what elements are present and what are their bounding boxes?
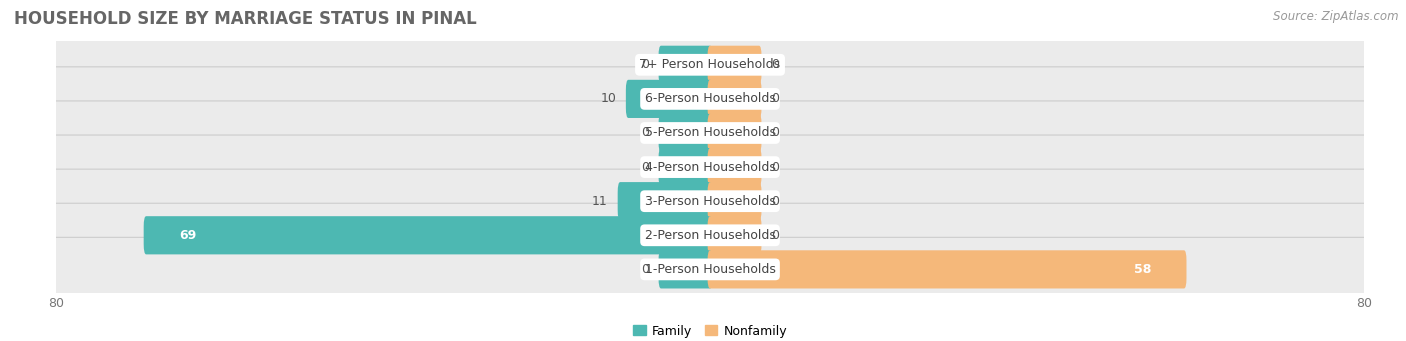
Text: 11: 11 xyxy=(592,195,607,208)
Text: 10: 10 xyxy=(600,92,616,105)
Text: 3-Person Households: 3-Person Households xyxy=(644,195,776,208)
Text: 0: 0 xyxy=(772,127,779,139)
FancyBboxPatch shape xyxy=(707,250,1187,288)
Text: 0: 0 xyxy=(641,161,648,174)
FancyBboxPatch shape xyxy=(707,114,762,152)
Text: Source: ZipAtlas.com: Source: ZipAtlas.com xyxy=(1274,10,1399,23)
Text: 0: 0 xyxy=(641,127,648,139)
Text: 0: 0 xyxy=(641,58,648,71)
FancyBboxPatch shape xyxy=(52,101,1368,165)
Text: 0: 0 xyxy=(772,195,779,208)
FancyBboxPatch shape xyxy=(52,135,1368,199)
FancyBboxPatch shape xyxy=(658,148,713,186)
Text: 4-Person Households: 4-Person Households xyxy=(644,161,776,174)
Text: 0: 0 xyxy=(641,263,648,276)
Text: 0: 0 xyxy=(772,161,779,174)
FancyBboxPatch shape xyxy=(626,80,713,118)
Text: 1-Person Households: 1-Person Households xyxy=(644,263,776,276)
FancyBboxPatch shape xyxy=(52,169,1368,233)
Text: 0: 0 xyxy=(772,58,779,71)
FancyBboxPatch shape xyxy=(52,67,1368,131)
FancyBboxPatch shape xyxy=(658,46,713,84)
Text: HOUSEHOLD SIZE BY MARRIAGE STATUS IN PINAL: HOUSEHOLD SIZE BY MARRIAGE STATUS IN PIN… xyxy=(14,10,477,28)
FancyBboxPatch shape xyxy=(52,237,1368,301)
Text: 69: 69 xyxy=(179,229,195,242)
FancyBboxPatch shape xyxy=(658,114,713,152)
FancyBboxPatch shape xyxy=(617,182,713,220)
Text: 58: 58 xyxy=(1135,263,1152,276)
Text: 7+ Person Households: 7+ Person Households xyxy=(640,58,780,71)
FancyBboxPatch shape xyxy=(707,46,762,84)
Text: 6-Person Households: 6-Person Households xyxy=(644,92,776,105)
FancyBboxPatch shape xyxy=(52,203,1368,267)
Text: 0: 0 xyxy=(772,92,779,105)
FancyBboxPatch shape xyxy=(707,216,762,254)
FancyBboxPatch shape xyxy=(707,148,762,186)
FancyBboxPatch shape xyxy=(143,216,713,254)
FancyBboxPatch shape xyxy=(658,250,713,288)
Legend: Family, Nonfamily: Family, Nonfamily xyxy=(628,320,792,341)
FancyBboxPatch shape xyxy=(707,80,762,118)
Text: 0: 0 xyxy=(772,229,779,242)
Text: 5-Person Households: 5-Person Households xyxy=(644,127,776,139)
FancyBboxPatch shape xyxy=(707,182,762,220)
Text: 2-Person Households: 2-Person Households xyxy=(644,229,776,242)
FancyBboxPatch shape xyxy=(52,33,1368,97)
